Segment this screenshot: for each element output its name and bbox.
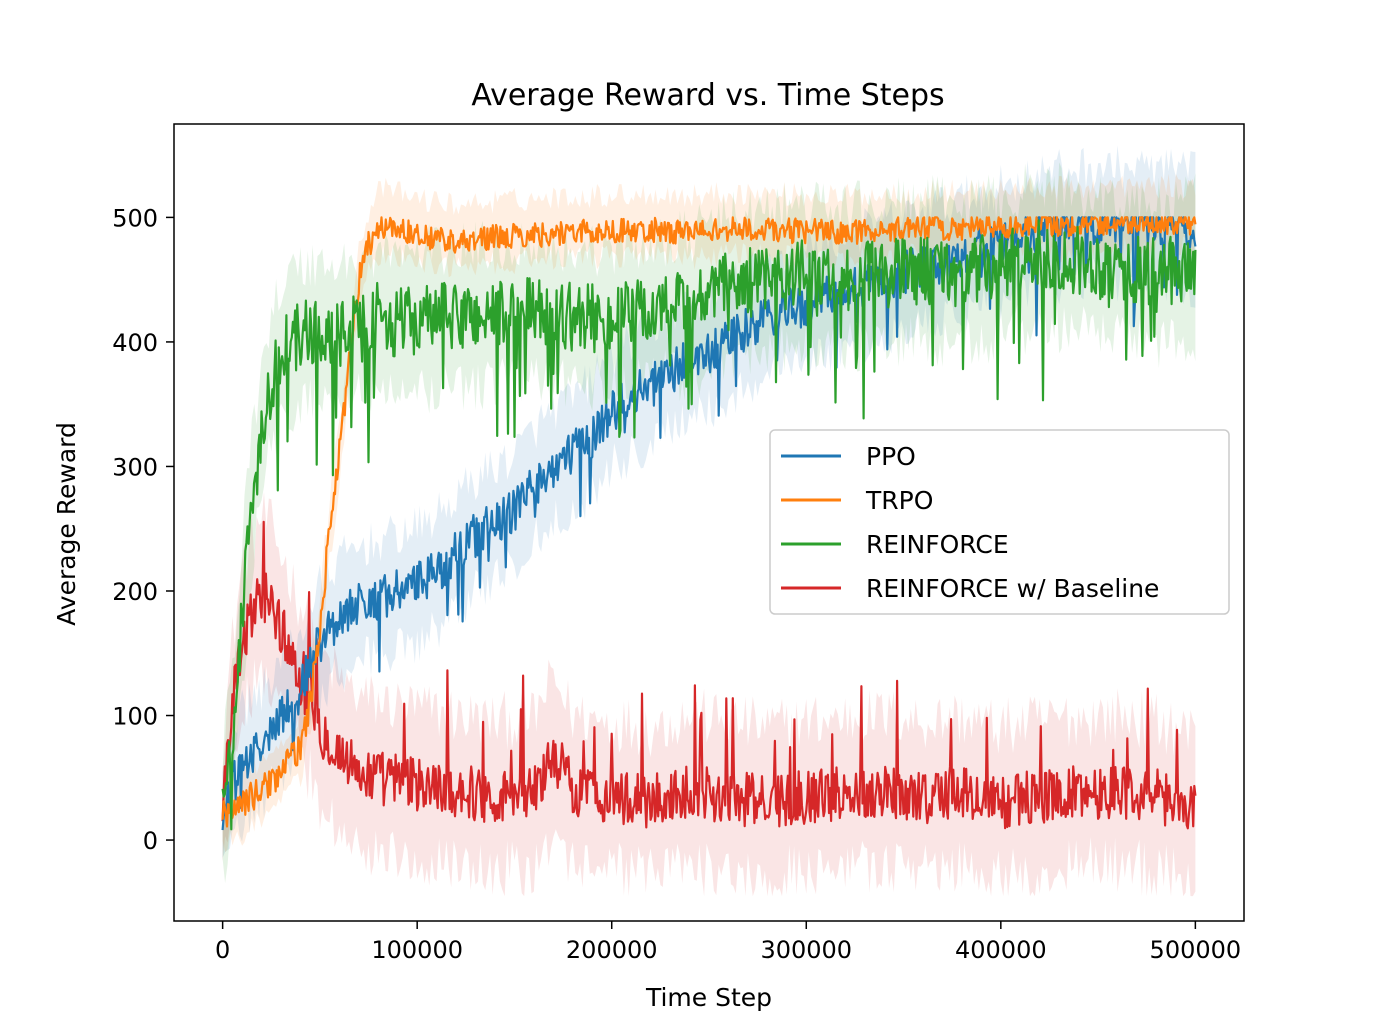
chart-title: Average Reward vs. Time Steps [471,78,944,113]
legend: PPO TRPO REINFORCE REINFORCE w/ Baseline [769,429,1230,615]
y-tick-label: 300 [112,453,158,481]
x-tick-label: 500000 [1150,936,1242,964]
band-reinforce [222,162,1196,884]
x-axis-label: Time Step [645,983,772,1012]
x-tick-label: 400000 [955,936,1047,964]
y-tick-label: 400 [112,329,158,357]
legend-label-trpo: TRPO [865,486,933,515]
legend-label-reinforce: REINFORCE [866,530,1009,559]
legend-label-reinforce-baseline: REINFORCE w/ Baseline [866,574,1159,603]
series-line-reinforce [221,219,1197,831]
y-tick-label: 0 [143,827,158,855]
series-line-trpo [221,216,1197,828]
y-tick-label: 200 [112,578,158,606]
x-tick-label: 100000 [371,936,463,964]
legend-box [769,429,1230,615]
y-axis: 0 100 200 300 400 500 [112,204,174,855]
x-tick-label: 200000 [566,936,658,964]
x-tick-label: 300000 [760,936,852,964]
y-tick-label: 100 [112,703,158,731]
legend-label-ppo: PPO [866,442,916,471]
x-tick-label: 0 [215,936,230,964]
plot-frame [173,123,1245,922]
band-ppo [222,145,1196,858]
x-axis: 0 100000 200000 300000 400000 500000 [215,921,1241,964]
y-tick-label: 500 [112,204,158,232]
series-line-reinforce-baseline [221,520,1197,830]
series-layer [221,145,1197,897]
y-axis-label: Average Reward [52,422,81,626]
